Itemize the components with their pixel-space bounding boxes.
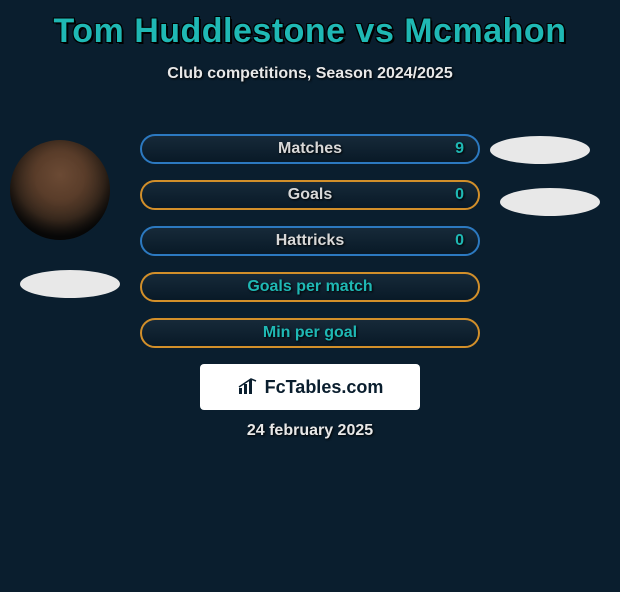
bar-hattricks: Hattricks 0 — [140, 226, 480, 256]
bar-value: 9 — [455, 140, 464, 158]
player2-ellipse-2 — [500, 188, 600, 216]
fctables-logo: FcTables.com — [200, 364, 420, 410]
page-title: Tom Huddlestone vs Mcmahon — [0, 12, 620, 51]
logo-text: FcTables.com — [265, 377, 384, 398]
bar-label: Hattricks — [142, 232, 478, 250]
date-label: 24 february 2025 — [0, 422, 620, 440]
bar-min-per-goal: Min per goal — [140, 318, 480, 348]
bar-value: 0 — [455, 232, 464, 250]
bar-label: Matches — [142, 140, 478, 158]
subtitle: Club competitions, Season 2024/2025 — [0, 65, 620, 83]
chart-icon — [237, 378, 259, 396]
bar-label: Min per goal — [142, 324, 478, 342]
bar-label: Goals per match — [142, 278, 478, 296]
bar-label: Goals — [142, 186, 478, 204]
player1-ellipse — [20, 270, 120, 298]
player2-ellipse-1 — [490, 136, 590, 164]
bar-goals-per-match: Goals per match — [140, 272, 480, 302]
player1-avatar — [10, 140, 110, 240]
bar-goals: Goals 0 — [140, 180, 480, 210]
bar-matches: Matches 9 — [140, 134, 480, 164]
stat-bars: Matches 9 Goals 0 Hattricks 0 Goals per … — [140, 134, 480, 364]
bar-value: 0 — [455, 186, 464, 204]
